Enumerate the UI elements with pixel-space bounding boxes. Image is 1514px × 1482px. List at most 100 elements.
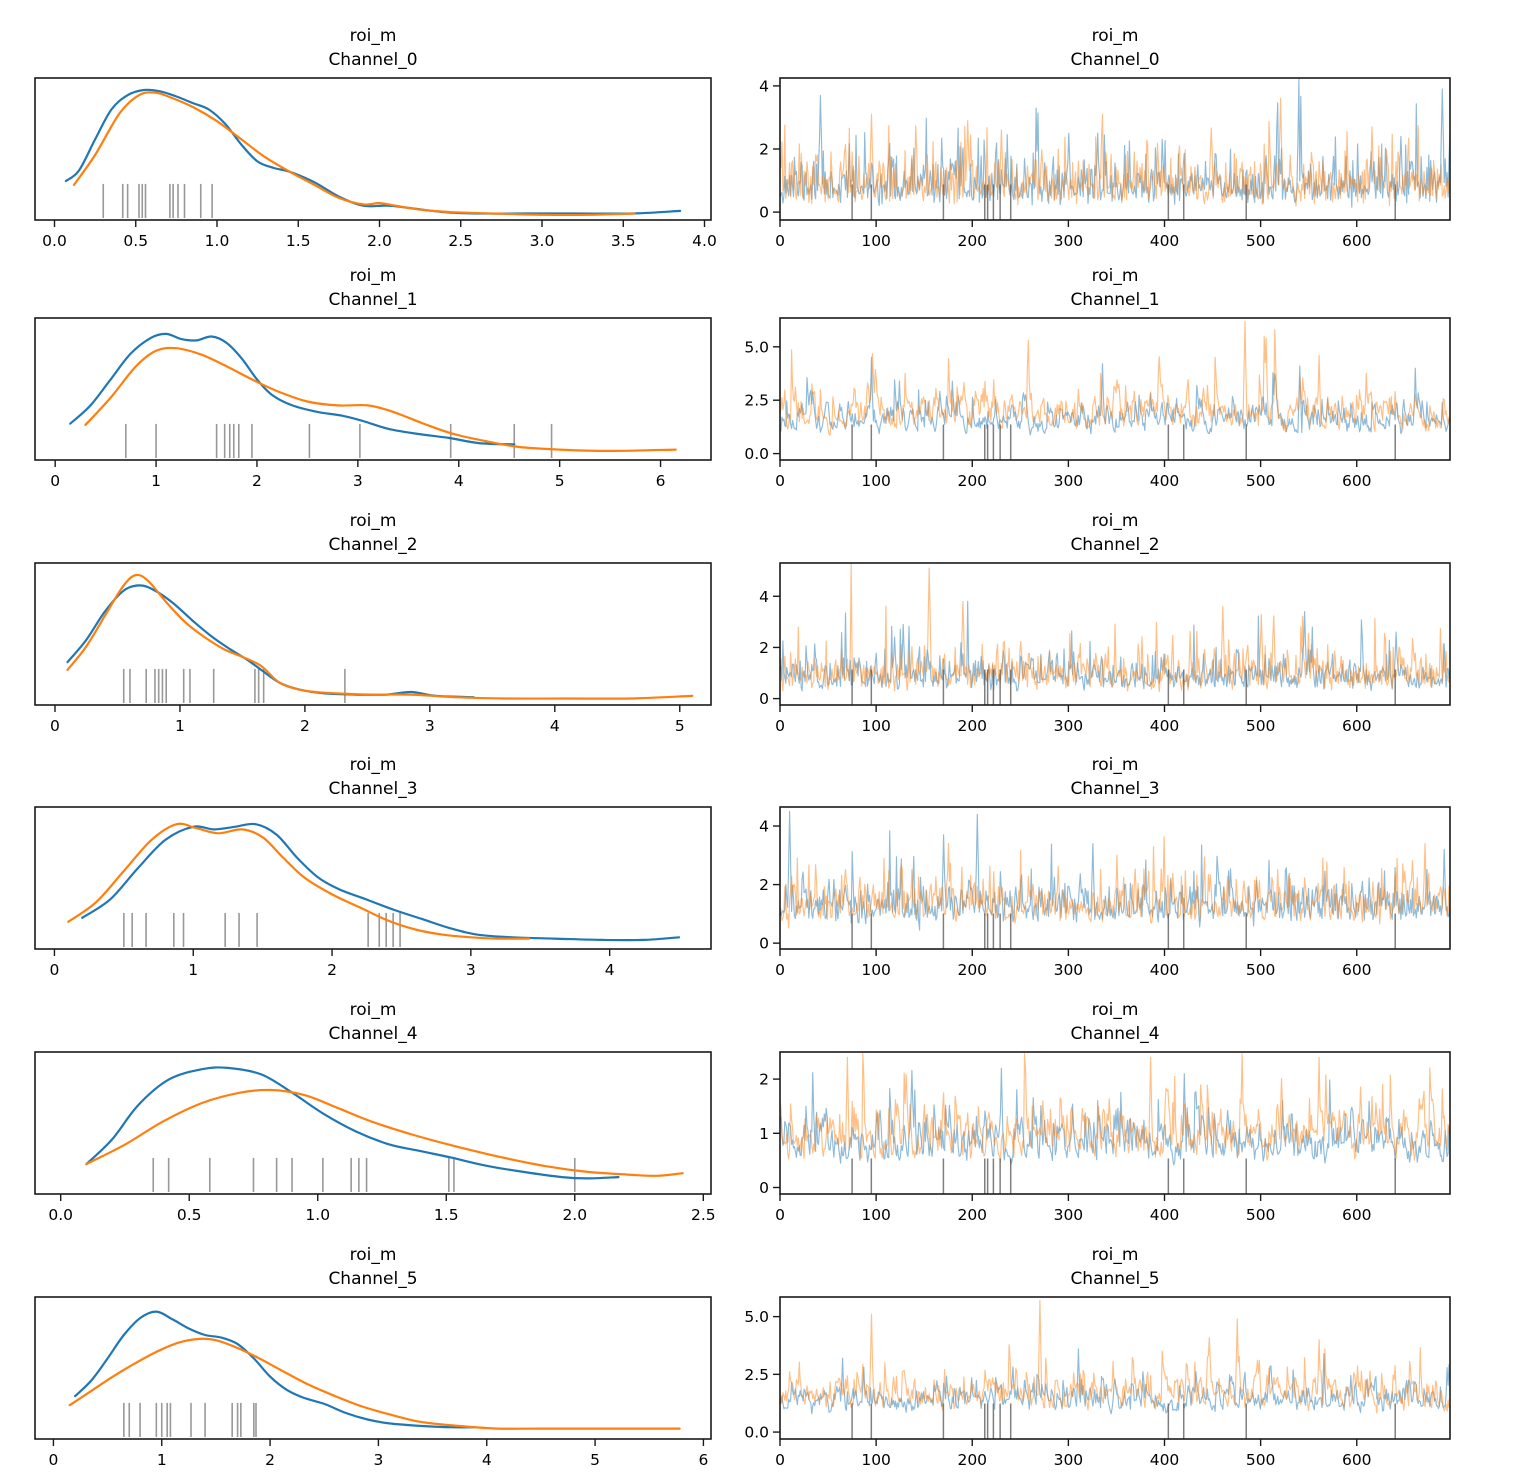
plot-title-line2: Channel_1	[1070, 290, 1160, 310]
plot-title: roi_m Channel_4	[780, 998, 1450, 1046]
kde-plot-channel_5: 0 1 2 3 4 5 6	[34, 1296, 712, 1469]
svg-text:400: 400	[1150, 1451, 1180, 1469]
svg-text:0: 0	[775, 232, 785, 250]
subplot-channel_5-kde: roi_m Channel_5 0 1 2 3 4 5 6	[0, 1243, 757, 1482]
svg-text:0: 0	[759, 1179, 769, 1197]
svg-text:200: 200	[957, 232, 987, 250]
subplot-channel_0-kde: roi_m Channel_0 0.0 0.5 1.0 1.5 2.0 2.5 3.0 3.5 4.…	[0, 24, 757, 264]
svg-text:3: 3	[373, 1451, 383, 1469]
svg-text:4: 4	[482, 1451, 492, 1469]
svg-text:300: 300	[1054, 472, 1084, 490]
subplot-channel_5-timeseries: roi_m Channel_5 0.0 2.5 5.0 0 100 200 300 400 500 6…	[744, 1243, 1514, 1482]
svg-text:2: 2	[300, 717, 310, 735]
svg-text:3: 3	[425, 717, 435, 735]
svg-text:0: 0	[775, 472, 785, 490]
svg-text:4: 4	[550, 717, 560, 735]
svg-text:200: 200	[957, 1451, 987, 1469]
svg-text:200: 200	[957, 961, 987, 979]
plot-title-line1: roi_m	[349, 511, 397, 531]
svg-text:4: 4	[759, 77, 769, 95]
svg-text:0.0: 0.0	[42, 232, 67, 250]
svg-text:600: 600	[1342, 717, 1372, 735]
timeseries-plot-channel_1: 0.0 2.5 5.0 0 100 200 300 400 500 600	[744, 317, 1451, 490]
svg-text:400: 400	[1150, 232, 1180, 250]
svg-text:2: 2	[759, 141, 769, 159]
svg-text:3: 3	[466, 961, 476, 979]
plot-title-line1: roi_m	[349, 1000, 397, 1020]
svg-text:1: 1	[151, 472, 161, 490]
plot-title: roi_m Channel_5	[35, 1243, 711, 1291]
plot-title: roi_m Channel_1	[35, 264, 711, 312]
svg-text:600: 600	[1342, 232, 1372, 250]
timeseries-plot-channel_5: 0.0 2.5 5.0 0 100 200 300 400 500 600	[744, 1296, 1451, 1469]
svg-text:300: 300	[1054, 717, 1084, 735]
svg-text:0.0: 0.0	[48, 1206, 73, 1224]
svg-text:0: 0	[775, 1206, 785, 1224]
timeseries-plot-channel_4: 0 1 2 0 100 200 300 400 500 600	[759, 1051, 1451, 1224]
subplot-channel_3-kde: roi_m Channel_3 0 1 2 3 4	[0, 753, 757, 993]
svg-text:2.5: 2.5	[744, 1366, 769, 1384]
subplot-channel_1-timeseries: roi_m Channel_1 0.0 2.5 5.0 0 100 200 300 400 500 6…	[744, 264, 1514, 504]
svg-text:1: 1	[157, 1451, 167, 1469]
kde-plot-channel_3: 0 1 2 3 4	[34, 806, 712, 979]
plot-title-line2: Channel_1	[328, 290, 418, 310]
plot-title-line1: roi_m	[1091, 1245, 1139, 1265]
svg-text:200: 200	[957, 717, 987, 735]
plot-title-line1: roi_m	[1091, 1000, 1139, 1020]
svg-text:100: 100	[861, 961, 891, 979]
svg-text:5.0: 5.0	[744, 338, 769, 356]
plot-title: roi_m Channel_2	[780, 509, 1450, 557]
svg-text:0: 0	[775, 717, 785, 735]
svg-text:1: 1	[188, 961, 198, 979]
svg-text:2.0: 2.0	[562, 1206, 587, 1224]
kde-plot-channel_1: 0 1 2 3 4 5 6	[34, 317, 712, 490]
svg-text:3: 3	[353, 472, 363, 490]
svg-text:0.0: 0.0	[744, 445, 769, 463]
svg-text:400: 400	[1150, 1206, 1180, 1224]
svg-text:100: 100	[861, 472, 891, 490]
svg-text:500: 500	[1246, 961, 1276, 979]
svg-text:2: 2	[265, 1451, 275, 1469]
svg-text:500: 500	[1246, 472, 1276, 490]
svg-text:400: 400	[1150, 717, 1180, 735]
svg-text:6: 6	[656, 472, 666, 490]
plot-title-line1: roi_m	[349, 1245, 397, 1265]
timeseries-plot-channel_3: 0 2 4 0 100 200 300 400 500 600	[759, 806, 1451, 979]
plot-title: roi_m Channel_2	[35, 509, 711, 557]
plot-title-line2: Channel_2	[1070, 535, 1160, 555]
kde-plot-channel_4: 0.0 0.5 1.0 1.5 2.0 2.5	[34, 1051, 716, 1224]
svg-text:600: 600	[1342, 961, 1372, 979]
svg-text:600: 600	[1342, 1206, 1372, 1224]
svg-text:2.5: 2.5	[744, 392, 769, 410]
plot-title-line2: Channel_0	[328, 50, 418, 70]
svg-text:300: 300	[1054, 232, 1084, 250]
svg-text:4: 4	[454, 472, 464, 490]
plot-title-line1: roi_m	[1091, 755, 1139, 775]
svg-text:5: 5	[590, 1451, 600, 1469]
plot-title-line2: Channel_4	[328, 1024, 418, 1044]
svg-text:500: 500	[1246, 1206, 1276, 1224]
svg-text:2: 2	[759, 639, 769, 657]
subplot-channel_4-timeseries: roi_m Channel_4 0 1 2 0 100 200 300 400 500 600	[757, 998, 1514, 1238]
timeseries-plot-channel_0: 0 2 4 0 100 200 300 400 500 600	[759, 77, 1451, 250]
svg-text:0: 0	[775, 1451, 785, 1469]
svg-text:0: 0	[759, 935, 769, 953]
plot-title-line1: roi_m	[1091, 26, 1139, 46]
svg-text:3.0: 3.0	[530, 232, 555, 250]
subplot-channel_4-kde: roi_m Channel_4 0.0 0.5 1.0 1.5 2.0 2.5	[0, 998, 757, 1238]
plot-title-line1: roi_m	[349, 266, 397, 286]
svg-text:1: 1	[175, 717, 185, 735]
plot-title: roi_m Channel_4	[35, 998, 711, 1046]
svg-text:0: 0	[759, 690, 769, 708]
plot-title: roi_m Channel_3	[35, 753, 711, 801]
plot-title-line1: roi_m	[1091, 266, 1139, 286]
svg-text:5: 5	[675, 717, 685, 735]
svg-text:0: 0	[759, 204, 769, 222]
svg-text:500: 500	[1246, 232, 1276, 250]
subplot-channel_3-timeseries: roi_m Channel_3 0 2 4 0 100 200 300 400 500 600	[757, 753, 1514, 993]
plot-title-line2: Channel_5	[328, 1269, 418, 1289]
svg-text:0: 0	[775, 961, 785, 979]
svg-text:2: 2	[252, 472, 262, 490]
timeseries-plot-channel_2: 0 2 4 0 100 200 300 400 500 600	[759, 562, 1451, 735]
subplot-channel_2-kde: roi_m Channel_2 0 1 2 3 4 5	[0, 509, 757, 749]
